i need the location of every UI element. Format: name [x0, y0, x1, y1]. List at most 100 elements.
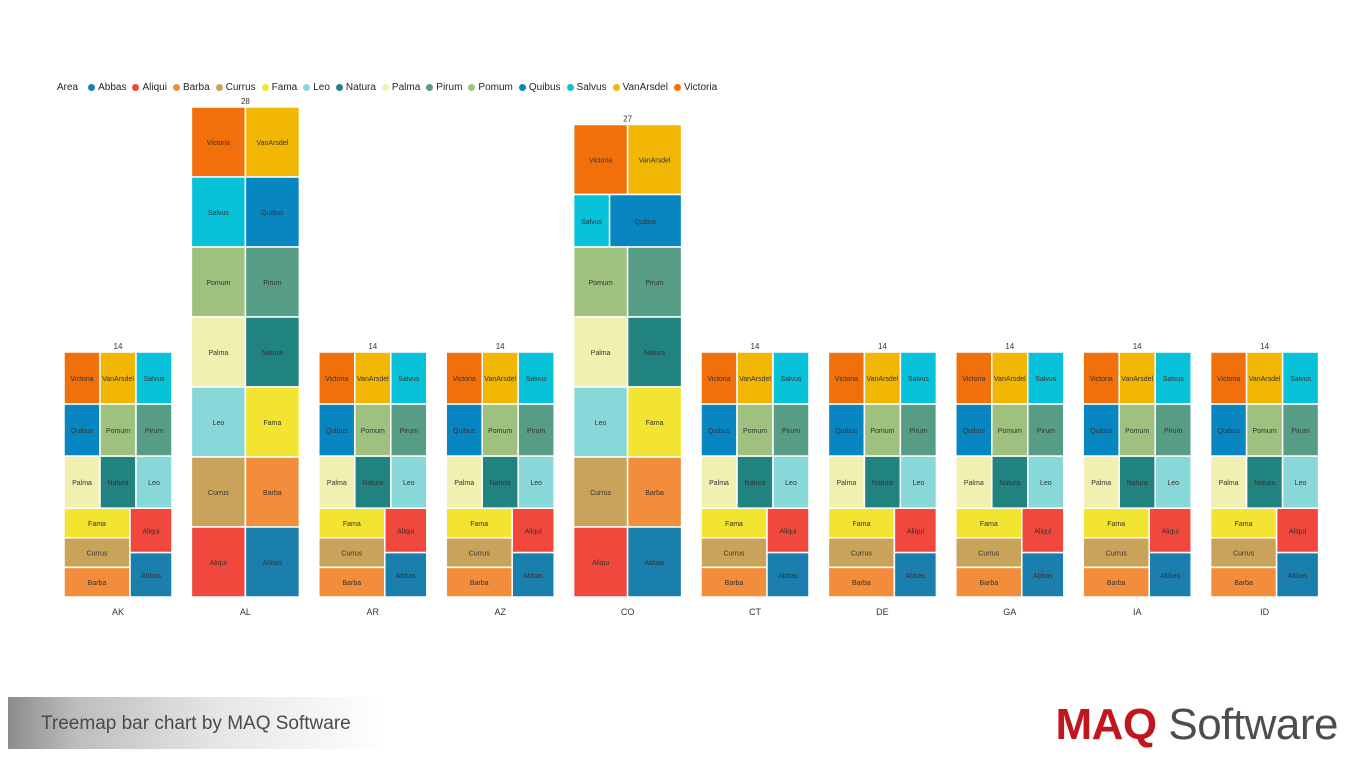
- treemap-cell-id-fama[interactable]: [1209, 507, 1278, 539]
- treemap-cell-co-victoria[interactable]: [572, 123, 629, 196]
- legend-item-aliqui[interactable]: Aliqui: [132, 82, 167, 93]
- treemap-cell-az-abbas[interactable]: [511, 551, 555, 598]
- treemap-cell-de-natura[interactable]: [863, 455, 902, 509]
- treemap-cell-ct-vanarsdel[interactable]: [736, 351, 774, 405]
- treemap-cell-de-barba[interactable]: [827, 566, 896, 598]
- treemap-cell-ak-natura[interactable]: [99, 455, 137, 509]
- treemap-cell-ar-abbas[interactable]: [384, 551, 428, 598]
- treemap-cell-ga-palma[interactable]: [955, 455, 993, 509]
- treemap-cell-ct-abbas[interactable]: [766, 551, 810, 598]
- legend-item-vanarsdel[interactable]: VanArsdel: [612, 82, 668, 93]
- treemap-cell-co-aliqui[interactable]: [572, 526, 629, 598]
- treemap-cell-al-salvus[interactable]: [190, 176, 247, 248]
- legend-item-quibus[interactable]: Quibus: [518, 82, 561, 93]
- treemap-cell-ak-leo[interactable]: [135, 455, 173, 509]
- treemap-cell-az-pirum[interactable]: [517, 403, 555, 457]
- legend-item-barba[interactable]: Barba: [172, 82, 210, 93]
- treemap-cell-co-natura[interactable]: [626, 316, 683, 388]
- treemap-cell-ct-natura[interactable]: [736, 455, 774, 509]
- treemap-cell-id-vanarsdel[interactable]: [1245, 351, 1284, 405]
- treemap-cell-ia-salvus[interactable]: [1154, 351, 1192, 405]
- treemap-cell-ar-quibus[interactable]: [318, 403, 356, 457]
- treemap-cell-de-abbas[interactable]: [893, 551, 938, 598]
- treemap-cell-az-quibus[interactable]: [445, 403, 483, 457]
- treemap-cell-ia-natura[interactable]: [1118, 455, 1156, 509]
- treemap-cell-id-pirum[interactable]: [1281, 403, 1320, 457]
- treemap-cell-ak-aliqui[interactable]: [129, 507, 173, 554]
- treemap-cell-ga-natura[interactable]: [991, 455, 1029, 509]
- treemap-cell-al-barba[interactable]: [244, 456, 301, 528]
- treemap-cell-az-palma[interactable]: [445, 455, 483, 509]
- legend-item-leo[interactable]: Leo: [303, 82, 330, 93]
- treemap-cell-ar-pirum[interactable]: [390, 403, 428, 457]
- legend-item-natura[interactable]: Natura: [335, 82, 376, 93]
- treemap-cell-ia-palma[interactable]: [1082, 455, 1120, 509]
- treemap-cell-al-currus[interactable]: [190, 456, 247, 528]
- treemap-cell-id-palma[interactable]: [1209, 455, 1248, 509]
- treemap-cell-az-natura[interactable]: [481, 455, 519, 509]
- treemap-cell-id-barba[interactable]: [1209, 566, 1278, 598]
- treemap-cell-de-currus[interactable]: [827, 537, 896, 569]
- legend-item-pomum[interactable]: Pomum: [468, 82, 513, 93]
- treemap-cell-ak-pirum[interactable]: [135, 403, 173, 457]
- treemap-cell-ia-aliqui[interactable]: [1148, 507, 1192, 554]
- treemap-cell-de-salvus[interactable]: [899, 351, 938, 405]
- treemap-cell-al-natura[interactable]: [244, 316, 301, 388]
- treemap-cell-al-fama[interactable]: [244, 386, 301, 458]
- treemap-cell-ga-salvus[interactable]: [1027, 351, 1065, 405]
- treemap-cell-ga-pirum[interactable]: [1027, 403, 1065, 457]
- treemap-cell-az-barba[interactable]: [445, 566, 513, 598]
- treemap-cell-ak-palma[interactable]: [63, 455, 101, 509]
- treemap-cell-id-abbas[interactable]: [1275, 551, 1320, 598]
- treemap-cell-de-leo[interactable]: [899, 455, 938, 509]
- treemap-cell-al-abbas[interactable]: [244, 526, 301, 598]
- treemap-cell-ar-vanarsdel[interactable]: [354, 351, 392, 405]
- treemap-cell-ar-palma[interactable]: [318, 455, 356, 509]
- treemap-cell-ct-aliqui[interactable]: [766, 507, 810, 554]
- treemap-cell-ga-aliqui[interactable]: [1021, 507, 1065, 554]
- treemap-cell-ia-vanarsdel[interactable]: [1118, 351, 1156, 405]
- treemap-cell-co-leo[interactable]: [572, 386, 629, 458]
- legend-item-currus[interactable]: Currus: [215, 82, 256, 93]
- legend-item-salvus[interactable]: Salvus: [566, 82, 607, 93]
- treemap-cell-de-aliqui[interactable]: [893, 507, 938, 554]
- treemap-cell-co-palma[interactable]: [572, 316, 629, 388]
- treemap-cell-ga-barba[interactable]: [955, 566, 1023, 598]
- treemap-cell-de-pirum[interactable]: [899, 403, 938, 457]
- legend-item-fama[interactable]: Fama: [261, 82, 297, 93]
- legend-item-pirum[interactable]: Pirum: [426, 82, 462, 93]
- treemap-cell-ga-currus[interactable]: [955, 537, 1023, 569]
- treemap-cell-ct-salvus[interactable]: [772, 351, 810, 405]
- treemap-cell-ak-currus[interactable]: [63, 537, 131, 569]
- treemap-cell-ia-abbas[interactable]: [1148, 551, 1192, 598]
- treemap-cell-ia-pirum[interactable]: [1154, 403, 1192, 457]
- treemap-cell-ct-pomum[interactable]: [736, 403, 774, 457]
- treemap-cell-al-aliqui[interactable]: [190, 526, 247, 598]
- treemap-cell-ct-victoria[interactable]: [700, 351, 738, 405]
- treemap-cell-co-pirum[interactable]: [626, 246, 683, 318]
- legend-item-palma[interactable]: Palma: [381, 82, 420, 93]
- treemap-cell-ga-leo[interactable]: [1027, 455, 1065, 509]
- legend-item-abbas[interactable]: Abbas: [88, 82, 126, 93]
- treemap-cell-ar-natura[interactable]: [354, 455, 392, 509]
- treemap-cell-id-leo[interactable]: [1281, 455, 1320, 509]
- treemap-cell-ct-leo[interactable]: [772, 455, 810, 509]
- treemap-cell-co-pomum[interactable]: [572, 246, 629, 318]
- treemap-cell-ar-salvus[interactable]: [390, 351, 428, 405]
- treemap-cell-co-fama[interactable]: [626, 386, 683, 458]
- treemap-cell-ar-aliqui[interactable]: [384, 507, 428, 554]
- treemap-cell-az-currus[interactable]: [445, 537, 513, 569]
- treemap-cell-ga-abbas[interactable]: [1021, 551, 1065, 598]
- treemap-cell-id-pomum[interactable]: [1245, 403, 1284, 457]
- treemap-cell-ia-fama[interactable]: [1082, 507, 1150, 539]
- treemap-cell-id-salvus[interactable]: [1281, 351, 1320, 405]
- treemap-cell-ak-abbas[interactable]: [129, 551, 173, 598]
- treemap-cell-co-quibus[interactable]: [608, 193, 683, 248]
- treemap-cell-ak-salvus[interactable]: [135, 351, 173, 405]
- treemap-cell-al-vanarsdel[interactable]: [244, 106, 301, 178]
- treemap-cell-ar-leo[interactable]: [390, 455, 428, 509]
- treemap-cell-az-leo[interactable]: [517, 455, 555, 509]
- treemap-cell-ak-barba[interactable]: [63, 566, 131, 598]
- treemap-cell-co-abbas[interactable]: [626, 526, 683, 598]
- legend-item-victoria[interactable]: Victoria: [673, 82, 717, 93]
